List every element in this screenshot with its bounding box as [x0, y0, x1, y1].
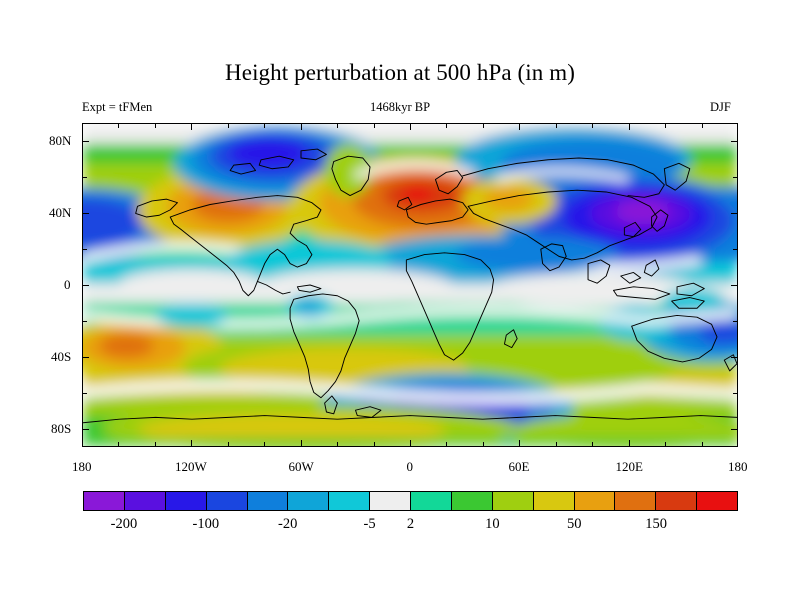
- experiment-label: Expt = tFMen: [82, 100, 153, 114]
- season-label: DJF: [710, 100, 731, 114]
- y-tick-minor-right: [733, 249, 738, 250]
- colorbar-cell: [247, 492, 289, 510]
- x-tick-minor-top: [155, 123, 156, 128]
- y-axis-label: 0: [64, 277, 71, 292]
- x-tick-major: [191, 440, 192, 447]
- y-tick-major: [82, 141, 89, 142]
- x-tick-minor: [556, 442, 557, 447]
- y-tick-major-right: [731, 213, 738, 214]
- colorbar-tick-label: -200: [110, 516, 138, 532]
- colorbar-cell: [615, 492, 657, 510]
- colorbar-cell: [697, 492, 737, 510]
- x-tick-minor: [483, 442, 484, 447]
- colorbar-cell: [411, 492, 452, 510]
- y-tick-major: [82, 213, 89, 214]
- colorbar-cell: [370, 492, 411, 510]
- colorbar-cell: [84, 492, 125, 510]
- x-tick-minor: [118, 442, 119, 447]
- x-tick-minor-top: [665, 123, 666, 128]
- colorbar-cell: [288, 492, 330, 510]
- colorbar-tick-label: 150: [645, 516, 667, 532]
- y-axis-label: 40N: [49, 205, 72, 220]
- y-axis-label: 80N: [49, 133, 72, 148]
- colorbar-cell: [124, 492, 166, 510]
- colorbar-tick-label: 50: [567, 516, 582, 532]
- y-tick-minor-right: [733, 393, 738, 394]
- x-tick-minor-top: [118, 123, 119, 128]
- colorbar-cell: [451, 492, 493, 510]
- x-tick-minor: [702, 442, 703, 447]
- x-tick-minor: [228, 442, 229, 447]
- colorbar-tick-label: -20: [278, 516, 298, 532]
- x-tick-minor: [446, 442, 447, 447]
- y-tick-major: [82, 357, 89, 358]
- colorbar-tick-label: 10: [485, 516, 500, 532]
- x-tick-minor-top: [483, 123, 484, 128]
- y-tick-minor: [82, 177, 87, 178]
- x-tick-minor: [337, 442, 338, 447]
- x-tick-major-top: [191, 123, 192, 130]
- chart-title: Height perturbation at 500 hPa (in m): [225, 60, 575, 85]
- x-tick-major: [301, 440, 302, 447]
- colorbar-cell: [165, 492, 207, 510]
- y-tick-minor: [82, 393, 87, 394]
- x-tick-minor-top: [374, 123, 375, 128]
- x-tick-major-top: [301, 123, 302, 130]
- x-tick-minor: [374, 442, 375, 447]
- colorbar-cell: [656, 492, 698, 510]
- x-tick-minor-top: [337, 123, 338, 128]
- x-tick-minor-top: [264, 123, 265, 128]
- colorbar-cell: [206, 492, 248, 510]
- colorbar-cell: [533, 492, 575, 510]
- x-tick-minor-top: [556, 123, 557, 128]
- x-tick-minor-top: [592, 123, 593, 128]
- colorbar-cell: [329, 492, 371, 510]
- x-tick-major-top: [519, 123, 520, 130]
- x-tick-minor-top: [446, 123, 447, 128]
- x-tick-minor: [592, 442, 593, 447]
- colorbar: [83, 491, 738, 511]
- x-tick-minor-top: [228, 123, 229, 128]
- y-tick-minor-right: [733, 177, 738, 178]
- x-axis-label: 180: [72, 459, 92, 474]
- x-axis-label: 120W: [175, 459, 207, 474]
- x-tick-major: [629, 440, 630, 447]
- x-axis-label: 60E: [508, 459, 530, 474]
- coastlines: [83, 148, 737, 424]
- y-tick-major-right: [731, 285, 738, 286]
- y-tick-major: [82, 429, 89, 430]
- map-plot-area: [82, 123, 738, 447]
- x-tick-major-top: [629, 123, 630, 130]
- colorbar-tick-label: 2: [406, 516, 415, 532]
- contour-bands: [83, 124, 737, 446]
- x-tick-minor: [155, 442, 156, 447]
- x-axis-label: 60W: [288, 459, 314, 474]
- x-axis-label: 120E: [615, 459, 643, 474]
- colorbar-tick-label: -5: [363, 516, 376, 532]
- x-axis-label: 180: [728, 459, 748, 474]
- x-tick-major: [410, 440, 411, 447]
- time-period-label: 1468kyr BP: [369, 100, 431, 114]
- x-tick-major: [519, 440, 520, 447]
- x-tick-major-top: [410, 123, 411, 130]
- colorbar-cell: [492, 492, 534, 510]
- y-tick-minor: [82, 249, 87, 250]
- contour-field: [83, 124, 737, 446]
- y-axis-label: 80S: [51, 421, 72, 436]
- y-axis-label: 40S: [51, 349, 72, 364]
- x-tick-minor: [665, 442, 666, 447]
- y-tick-major: [82, 285, 89, 286]
- x-axis-label: 0: [406, 459, 414, 474]
- y-tick-major-right: [731, 141, 738, 142]
- x-tick-minor-top: [702, 123, 703, 128]
- y-tick-major-right: [731, 357, 738, 358]
- colorbar-cell: [574, 492, 616, 510]
- colorbar-tick-label: -100: [192, 516, 220, 532]
- y-tick-major-right: [731, 429, 738, 430]
- y-tick-minor: [82, 321, 87, 322]
- y-tick-minor-right: [733, 321, 738, 322]
- x-tick-minor: [264, 442, 265, 447]
